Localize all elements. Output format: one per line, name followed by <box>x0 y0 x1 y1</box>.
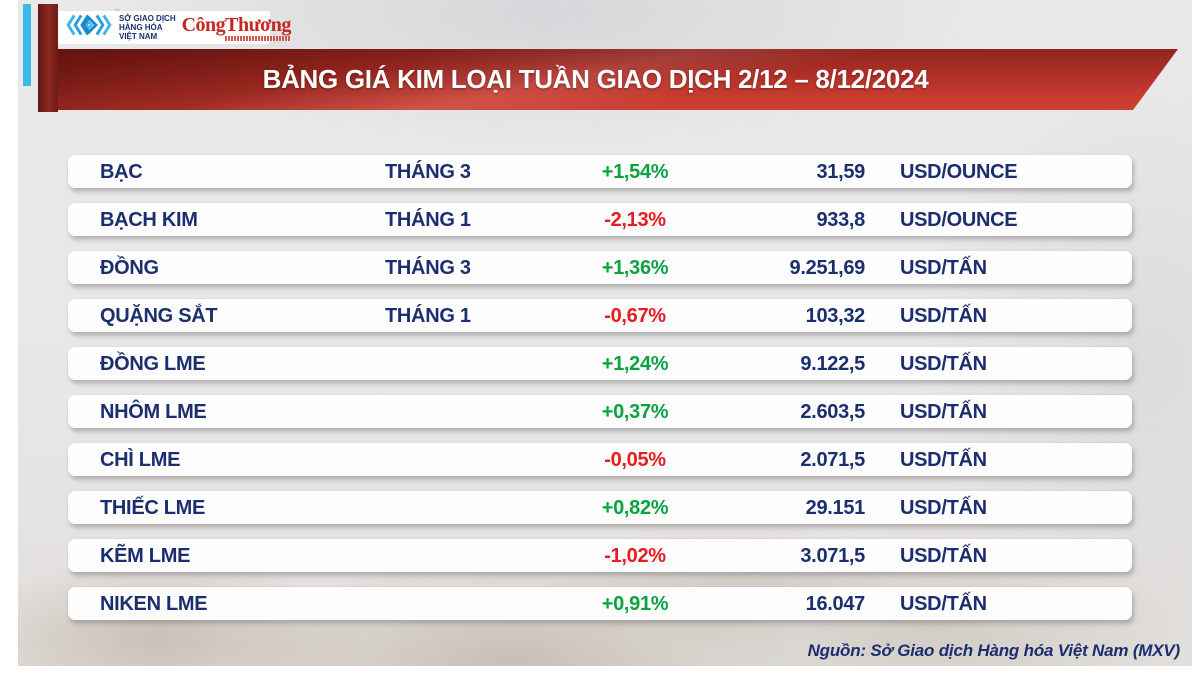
price-unit: USD/TẤN <box>900 593 987 615</box>
contract-month: THÁNG 3 <box>385 257 471 279</box>
weekly-change: +0,91% <box>601 593 669 615</box>
price-unit: USD/TẤN <box>900 305 987 327</box>
price-value: 933,8 <box>816 209 865 231</box>
commodity-name: NHÔM LME <box>100 401 207 423</box>
table-row: BẠCH KIM THÁNG 1 -2,13% 933,8 USD/OUNCE <box>68 203 1132 236</box>
price-unit: USD/TẤN <box>900 401 987 423</box>
commodity-name: CHÌ LME <box>100 449 181 471</box>
price-value: 103,32 <box>805 305 866 327</box>
table-row: BẠC THÁNG 3 +1,54% 31,59 USD/OUNCE <box>68 155 1132 188</box>
weekly-change: -0,05% <box>604 449 666 471</box>
source-note: Nguồn: Sở Giao dịch Hàng hóa Việt Nam (M… <box>807 641 1181 660</box>
table-row: KẼM LME -1,02% 3.071,5 USD/TẤN <box>68 539 1132 572</box>
left-cyan-stripe <box>23 4 31 86</box>
weekly-change: +1,54% <box>601 161 669 183</box>
left-maroon-stripe <box>38 4 58 112</box>
title-banner: BẢNG GIÁ KIM LOẠI TUẦN GIAO DỊCH 2/12 – … <box>58 49 1178 110</box>
mxv-logo-text: SỞ GIAO DỊCH HÀNG HÓA VIỆT NAM <box>119 14 176 41</box>
congthuong-logo: CôngThương <box>182 15 291 41</box>
price-unit: USD/TẤN <box>900 497 987 519</box>
commodity-name: NIKEN LME <box>100 593 208 615</box>
table-row: ĐỒNG THÁNG 3 +1,36% 9.251,69 USD/TẤN <box>68 251 1132 284</box>
contract-month: THÁNG 1 <box>385 305 471 327</box>
price-unit: USD/OUNCE <box>900 209 1018 231</box>
price-unit: USD/TẤN <box>900 353 987 375</box>
price-value: 29.151 <box>805 497 866 519</box>
mxv-logo-line1: SỞ GIAO DỊCH <box>119 14 176 23</box>
price-value: 16.047 <box>805 593 866 615</box>
price-value: 9.251,69 <box>789 257 866 279</box>
weekly-change: +0,82% <box>601 497 669 519</box>
mxv-logo-line3: VIỆT NAM <box>119 32 158 41</box>
price-value: 2.603,5 <box>800 401 865 423</box>
commodity-name: THIẾC LME <box>100 497 206 519</box>
commodity-name: ĐỒNG LME <box>100 353 206 375</box>
commodity-name: KẼM LME <box>100 545 191 567</box>
commodity-name: BẠC <box>100 161 143 183</box>
table-row: THIẾC LME +0,82% 29.151 USD/TẤN <box>68 491 1132 524</box>
mxv-logo-line2: HÀNG HÓA <box>119 23 163 32</box>
price-unit: USD/TẤN <box>900 545 987 567</box>
table-row: NHÔM LME +0,37% 2.603,5 USD/TẤN <box>68 395 1132 428</box>
weekly-change: -0,67% <box>604 305 666 327</box>
table-row: CHÌ LME -0,05% 2.071,5 USD/TẤN <box>68 443 1132 476</box>
price-value: 3.071,5 <box>800 545 865 567</box>
contract-month: THÁNG 1 <box>385 209 471 231</box>
trademark-symbol: ™ <box>114 9 120 15</box>
weekly-change: +0,37% <box>601 401 669 423</box>
table-row: QUẶNG SẮT THÁNG 1 -0,67% 103,32 USD/TẤN <box>68 299 1132 332</box>
congthuong-wordmark: CôngThương <box>181 13 292 36</box>
weekly-change: +1,36% <box>601 257 669 279</box>
congthuong-tagline <box>224 35 291 41</box>
price-value: 2.071,5 <box>800 449 865 471</box>
weekly-change: +1,24% <box>601 353 669 375</box>
price-unit: USD/TẤN <box>900 257 987 279</box>
price-value: 31,59 <box>816 161 865 183</box>
page-title: BẢNG GIÁ KIM LOẠI TUẦN GIAO DỊCH 2/12 – … <box>262 64 929 94</box>
commodity-name: ĐỒNG <box>100 257 159 279</box>
commodity-name: QUẶNG SẮT <box>100 305 218 327</box>
table-row: NIKEN LME +0,91% 16.047 USD/TẤN <box>68 587 1132 620</box>
commodity-name: BẠCH KIM <box>100 209 198 231</box>
contract-month: THÁNG 3 <box>385 161 471 183</box>
weekly-change: -1,02% <box>604 545 666 567</box>
price-unit: USD/TẤN <box>900 449 987 471</box>
logo-bar: ™ SỞ GIAO DỊCH HÀNG HÓA VIỆT NAM CôngThư… <box>58 9 291 44</box>
price-value: 9.122,5 <box>800 353 865 375</box>
weekly-change: -2,13% <box>604 209 666 231</box>
table-row: ĐỒNG LME +1,24% 9.122,5 USD/TẤN <box>68 347 1132 380</box>
price-unit: USD/OUNCE <box>900 161 1018 183</box>
mxv-logo-icon: ™ <box>63 9 120 43</box>
